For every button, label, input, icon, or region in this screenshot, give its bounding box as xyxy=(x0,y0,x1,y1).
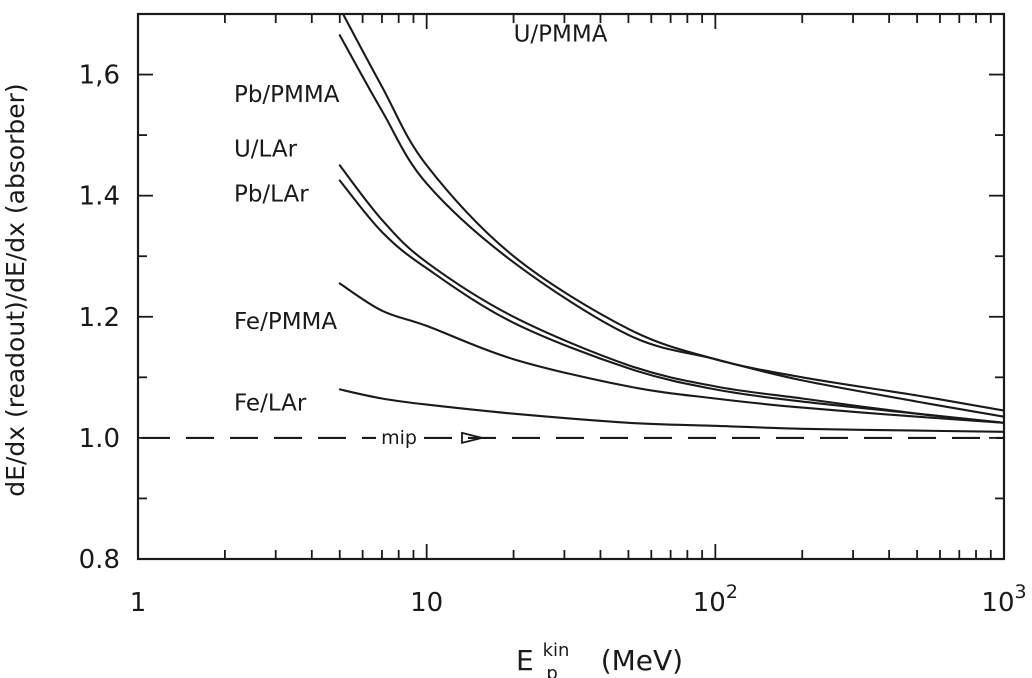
x-tick-label: 102 xyxy=(693,581,738,618)
series-line-fe-pmma xyxy=(338,282,1004,424)
series-line-u-lar xyxy=(338,164,1004,424)
series-line-pb-pmma xyxy=(338,34,1004,418)
mip-label: mip xyxy=(381,427,417,449)
series-label: U/LAr xyxy=(234,136,298,162)
x-axis-label: E kin p (MeV) xyxy=(516,630,683,678)
series-label: Pb/PMMA xyxy=(234,82,340,108)
plot-frame xyxy=(136,12,1006,561)
y-axis-label: dE/dx (readout)/dE/dx (absorber) xyxy=(1,83,30,496)
tick-labels: 0.8 1.0 1.2 1.4 1,6 1 10 102 103 xyxy=(79,61,1027,618)
y-tick-label: 1.0 xyxy=(79,424,120,454)
x-tick-label: 1 xyxy=(130,588,147,618)
data-series xyxy=(142,14,1004,445)
x-tick-label: 10 xyxy=(410,588,443,618)
y-tick-label: 1,6 xyxy=(79,61,120,91)
series-labels: mip U/PMMA Pb/PMMA U/LAr Pb/LAr Fe/PMMA Fe/LAr xyxy=(234,21,608,449)
series-label: Pb/LAr xyxy=(234,182,309,208)
series-label: Fe/LAr xyxy=(234,391,307,417)
mip-arrow xyxy=(461,431,483,445)
x-tick-label: 103 xyxy=(981,581,1026,618)
y-tick-label: 1.2 xyxy=(79,303,120,333)
svg-text:E kin p (MeV: E kin p (MeV) xyxy=(516,630,683,678)
series-label: Fe/PMMA xyxy=(234,309,337,335)
series-line-u-pmma xyxy=(341,14,1004,412)
y-tick-label: 0.8 xyxy=(79,545,120,575)
series-line-fe-lar xyxy=(338,388,1004,433)
y-tick-label: 1.4 xyxy=(79,182,120,212)
series-label: U/PMMA xyxy=(514,21,608,47)
series-line-pb-lar xyxy=(338,179,1004,424)
